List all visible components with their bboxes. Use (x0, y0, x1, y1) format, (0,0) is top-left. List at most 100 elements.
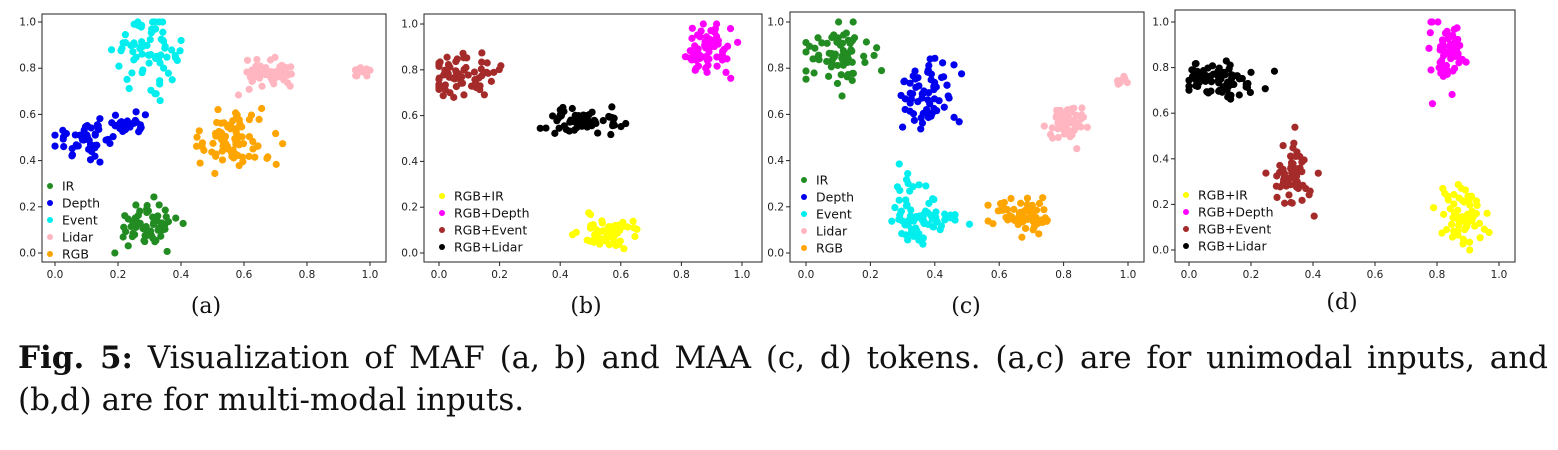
data-point-rgb-lidar (1202, 71, 1210, 80)
data-point-rgb-event (471, 79, 480, 87)
data-point-rgb-ir (1480, 225, 1488, 233)
data-point-rgb-depth (734, 38, 742, 46)
data-point-event (177, 36, 185, 45)
data-point-rgb-ir (1444, 196, 1452, 204)
x-tick-label: 1.0 (734, 269, 751, 281)
x-tick-label: 0.8 (1055, 269, 1072, 281)
subfigure-label-c: (c) (951, 294, 981, 319)
data-point-depth (944, 92, 952, 100)
data-point-rgb (984, 217, 992, 225)
data-point-depth (906, 99, 914, 107)
data-point-event (925, 199, 933, 207)
subfigure-label-a: (a) (190, 294, 222, 319)
data-point-rgb (255, 115, 263, 124)
data-point-rgb-ir (624, 223, 632, 231)
data-point-event (155, 54, 163, 62)
data-point-ir (862, 38, 870, 46)
scatter-panel-c: 0.0 0.2 0.4 0.6 0.8 1.0 0.0 0.2 0.4 0.6 0.8 1.0 IR De… (767, 11, 1145, 281)
data-point-depth (957, 70, 966, 78)
data-point-depth (116, 124, 124, 133)
data-point-rgb (212, 152, 220, 160)
x-tick-label: 0.8 (1429, 269, 1446, 281)
data-point-rgb (1018, 233, 1026, 241)
data-point-rgb-event (1279, 141, 1287, 150)
scatter-panel-a: 0.0 0.2 0.4 0.6 0.8 1.0 0.0 0.2 0.4 0.6 0.8 1.0 IR De… (19, 13, 387, 281)
y-tick-label: 0.8 (401, 64, 418, 76)
data-point-depth (930, 104, 938, 113)
figure-caption: Fig. 5: Visualization of MAF (a, b) and … (18, 337, 1548, 421)
data-point-rgb-lidar (594, 129, 602, 137)
data-point-lidar (1064, 126, 1072, 134)
data-point-rgb-depth (703, 68, 711, 76)
data-point-ir (810, 69, 818, 77)
data-point-rgb-event (460, 66, 468, 74)
data-point-event (123, 75, 131, 83)
data-point-ir (834, 61, 842, 70)
data-point-ir (132, 223, 140, 231)
data-point-depth (68, 152, 76, 160)
data-point-rgb-depth (1425, 44, 1433, 52)
data-point-rgb-lidar (568, 104, 576, 113)
data-point-rgb (1021, 224, 1030, 233)
legend-marker (801, 211, 807, 217)
data-point-event (908, 225, 916, 233)
data-point-depth (901, 95, 909, 103)
data-point-ir (818, 39, 826, 47)
data-point-event (888, 217, 896, 225)
data-point-event (895, 196, 903, 204)
data-point-rgb (1010, 205, 1018, 213)
data-point-event (924, 220, 932, 228)
data-point-depth (937, 73, 946, 82)
y-tick-label: 0.0 (767, 248, 784, 260)
data-point-rgb-ir (1466, 246, 1474, 254)
data-point-rgb-depth (727, 74, 735, 82)
legend-label: Event (62, 213, 98, 228)
legend-marker (1183, 243, 1189, 249)
data-point-rgb-event (1298, 196, 1306, 204)
data-point-rgb-lidar (551, 129, 559, 137)
data-point-rgb-ir (605, 233, 614, 241)
data-point-rgb-depth (1448, 90, 1456, 99)
data-point-event (156, 80, 164, 88)
data-point-depth (899, 123, 907, 131)
data-point-event (164, 69, 172, 77)
data-point-rgb-ir (585, 209, 593, 217)
data-point-rgb-event (453, 55, 461, 63)
caption-text: Visualization of MAF (a, b) and MAA (c, … (18, 340, 1549, 418)
data-point-lidar (234, 91, 243, 99)
data-point-event (129, 48, 137, 56)
data-point-ir (837, 71, 845, 79)
data-point-ir (120, 223, 128, 231)
data-point-lidar (1054, 119, 1062, 127)
data-point-rgb-event (441, 81, 449, 89)
data-point-rgb-depth (1427, 66, 1435, 74)
data-point-event (941, 216, 949, 224)
data-point-rgb-lidar (1235, 91, 1243, 99)
data-point-ir (163, 247, 171, 256)
x-tick-label: 1.0 (1491, 269, 1508, 281)
data-point-rgb (1023, 194, 1032, 202)
data-point-rgb (1027, 215, 1035, 223)
scatter-panel-d: 0.0 0.2 0.4 0.6 0.8 1.0 0.0 0.2 0.4 0.6 0.8 1.0 RGB+… (1152, 9, 1516, 281)
data-point-depth (51, 142, 59, 150)
data-point-depth (59, 126, 67, 134)
data-point-rgb-ir (1442, 226, 1451, 234)
data-point-rgb-event (452, 83, 460, 91)
data-point-rgb (245, 152, 253, 160)
data-point-rgb-event (444, 60, 453, 69)
data-point-ir (823, 57, 831, 66)
data-point-rgb-lidar (1226, 61, 1234, 69)
data-point-rgb-event (1273, 193, 1281, 201)
data-point-rgb-ir (1465, 238, 1474, 246)
legend-label: IR (816, 173, 829, 188)
data-point-rgb-lidar (622, 119, 630, 128)
data-point-lidar (266, 56, 275, 64)
legend-label: Lidar (816, 224, 848, 239)
data-point-rgb (220, 119, 228, 127)
data-point-ir (152, 236, 160, 245)
legend-marker (801, 177, 807, 183)
data-point-lidar (1078, 104, 1086, 112)
data-point-rgb-event (446, 89, 454, 97)
data-point-rgb-depth (1462, 58, 1470, 66)
data-point-event (127, 41, 135, 50)
